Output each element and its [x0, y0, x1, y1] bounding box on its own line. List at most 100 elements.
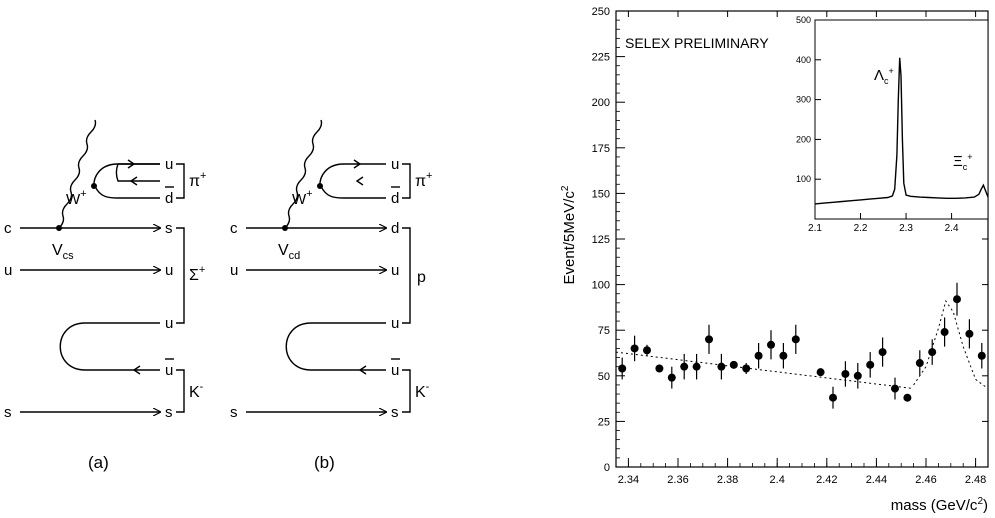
right-quark-label: s [391, 404, 399, 421]
right-quark-label: u [391, 262, 399, 279]
y-tick-label: 200 [592, 97, 610, 109]
right-quark-label: u [391, 362, 399, 379]
right-quark-label: u [391, 156, 399, 173]
y-tick-label: 250 [592, 6, 610, 18]
y-tick-label: 25 [598, 416, 610, 428]
data-point [643, 346, 651, 355]
peak-fit-line [913, 299, 989, 389]
bracket-proton [402, 227, 411, 324]
y-tick-label: 50 [598, 371, 610, 383]
data-point [692, 362, 701, 371]
data-point [729, 360, 738, 369]
x-tick-label: 2.38 [717, 474, 738, 486]
w-decay-vertex [317, 183, 323, 189]
bracket-sigma [176, 227, 185, 324]
left-quark-label: u [4, 262, 12, 279]
data-point [841, 369, 850, 378]
bracket-kaon [402, 369, 411, 413]
feynman-diagram-a: c u s u d s u u u s π+ Σ+ K- W+ Vcs (a) [4, 119, 206, 472]
w-boson-line [284, 119, 323, 229]
inset-y-ticks: 100 200 300 400 500 [796, 15, 821, 184]
data-points [618, 282, 986, 409]
y-tick-label: 175 [592, 143, 610, 155]
inset-y-tick-label: 300 [796, 95, 811, 105]
data-point [767, 340, 775, 349]
x-axis-ticks: 2.34 2.36 2.38 2.4 2.42 2.44 2.46 2.48 [615, 11, 989, 486]
y-tick-label: 0 [604, 462, 610, 474]
data-point [878, 348, 887, 357]
data-point [816, 368, 825, 377]
arrow-head [355, 176, 364, 186]
data-point [655, 364, 664, 373]
hadron-label-sigma: Σ+ [189, 264, 205, 284]
right-quark-label: s [165, 220, 173, 237]
inset-x-ticks: 2.1 2.2 2.3 2.4 [808, 213, 959, 234]
y-tick-label: 225 [592, 52, 610, 64]
data-point [928, 348, 937, 357]
w-boson-label: W+ [66, 188, 87, 208]
bracket-kaon [176, 369, 185, 413]
arrow-head [358, 365, 367, 375]
inset-chart: 100 200 300 400 500 2.1 2.2 2.3 2.4 Λc+ Ξc+ [796, 15, 989, 234]
data-point [630, 344, 639, 353]
right-quark-label: u [165, 315, 173, 332]
inset-x-tick-label: 2.2 [854, 223, 868, 234]
w-decay-vertex [91, 183, 97, 189]
inset-x-tick-label: 2.3 [899, 223, 913, 234]
y-tick-label: 100 [592, 280, 610, 292]
x-tick-label: 2.36 [667, 474, 688, 486]
data-point [915, 359, 924, 368]
left-quark-label: s [230, 404, 238, 421]
x-tick-label: 2.34 [618, 474, 639, 486]
diagram-caption: (b) [314, 453, 335, 472]
bracket-pion [402, 163, 411, 199]
data-point [953, 295, 961, 304]
uubar-quark-loop [285, 322, 386, 371]
hadron-label-kaon: K- [415, 381, 430, 401]
inset-y-tick-label: 200 [796, 134, 811, 144]
data-point [618, 364, 627, 373]
data-point [754, 351, 763, 360]
data-point [903, 393, 912, 402]
chart-annotation: SELEX PRELIMINARY [625, 35, 769, 51]
data-point [667, 373, 676, 382]
left-quark-label: c [4, 220, 12, 237]
right-quark-label: u [165, 362, 173, 379]
weak-vertex [282, 225, 288, 231]
right-quark-label: d [391, 190, 399, 207]
hadron-label-pion: π+ [189, 170, 206, 190]
inset-y-tick-label: 500 [796, 15, 811, 25]
y-tick-label: 150 [592, 188, 610, 200]
right-quark-label: d [391, 220, 399, 237]
hadron-label-proton: p [417, 269, 426, 286]
left-quark-label: u [230, 262, 238, 279]
data-point [742, 364, 751, 373]
x-tick-label: 2.44 [866, 474, 887, 486]
y-tick-label: 125 [592, 234, 610, 246]
w-boson-label: W+ [292, 188, 313, 208]
inset-x-tick-label: 2.1 [808, 223, 822, 234]
y-tick-label: 75 [598, 325, 610, 337]
data-point [717, 362, 726, 371]
y-axis-label: Event/5MeV/c2 [560, 185, 578, 284]
diagram-caption: (a) [88, 453, 109, 472]
data-point [779, 351, 788, 360]
left-quark-label: c [230, 220, 238, 237]
hadron-label-pion: π+ [415, 170, 432, 190]
right-quark-label: d [165, 190, 173, 207]
x-tick-label: 2.46 [915, 474, 936, 486]
ckm-element-label: Vcd [278, 242, 300, 262]
data-point [853, 371, 862, 380]
x-axis-label: mass (GeV/c2) [891, 496, 988, 514]
inset-y-tick-label: 400 [796, 55, 811, 65]
data-point [791, 335, 800, 344]
right-quark-label: s [165, 404, 173, 421]
data-point [965, 329, 974, 338]
inset-y-tick-label: 100 [796, 174, 811, 184]
data-point [829, 393, 837, 402]
feynman-diagram-b: c u s u d d u u u s π+ p K- W+ Vcd (b) [230, 119, 432, 472]
right-quark-label: u [165, 262, 173, 279]
w-boson-line [58, 119, 97, 229]
data-point [940, 328, 949, 337]
